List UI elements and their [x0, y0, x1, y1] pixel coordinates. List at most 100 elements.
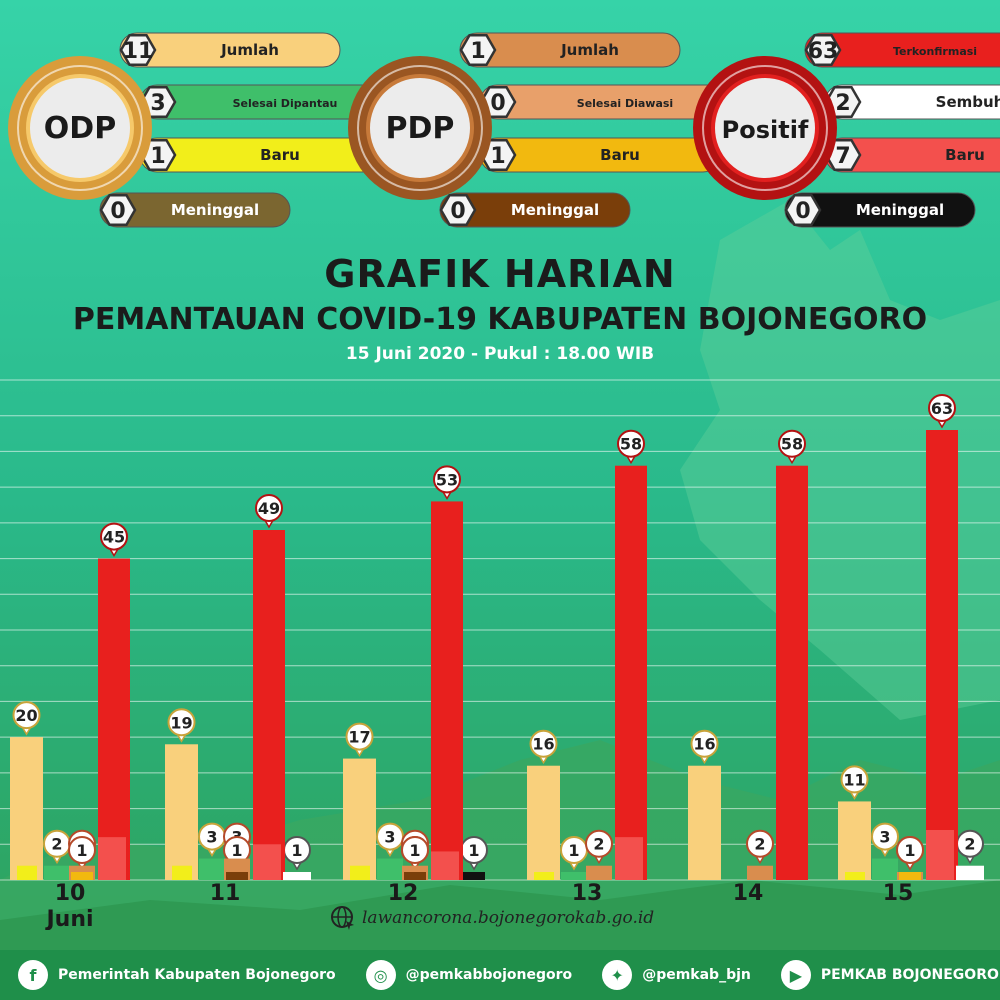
data-label: 63	[928, 394, 956, 429]
facebook-icon: f	[18, 960, 48, 990]
bar-pdp_jumlah	[586, 865, 612, 880]
bar-positif_baru	[431, 851, 459, 880]
stat-label: Jumlah	[560, 41, 619, 59]
svg-text:1: 1	[468, 841, 479, 860]
twitter-icon: ✦	[602, 960, 633, 990]
stat-label: Sembuh	[936, 93, 1000, 111]
data-label: 1	[68, 836, 96, 871]
data-label: 1	[896, 836, 924, 871]
svg-text:2: 2	[51, 835, 62, 854]
twitter-link[interactable]: ✦ @pemkab_bjn	[602, 960, 751, 990]
data-label: 3	[198, 822, 226, 858]
data-label: 58	[617, 429, 645, 465]
value-badge	[439, 194, 477, 226]
data-label: 2	[585, 829, 613, 865]
report-date: 15 Juni 2020 - Pukul : 18.00 WIB	[345, 344, 655, 364]
data-label: 58	[778, 429, 806, 465]
data-label: 11	[840, 765, 869, 800]
data-label: 3	[376, 822, 404, 858]
x-tick-label: 10	[55, 881, 86, 906]
svg-text:11: 11	[843, 770, 865, 789]
data-label: 16	[529, 729, 558, 765]
chart-title: GRAFIK HARIAN	[324, 252, 676, 296]
bar-odp_jumlah	[527, 765, 560, 880]
bar-positif_jumlah	[615, 465, 647, 880]
svg-text:63: 63	[931, 399, 953, 418]
youtube-link[interactable]: ▶ PEMKAB BOJONEGORO	[780, 960, 999, 990]
bar-odp_baru	[17, 865, 37, 880]
svg-text:1: 1	[568, 841, 579, 860]
bar-pdp_selesai	[404, 872, 426, 880]
stat-value: 0	[110, 199, 125, 224]
bar-positif_jumlah	[98, 558, 130, 880]
data-label: 1	[283, 836, 311, 871]
facebook-label: Pemerintah Kabupaten Bojonegoro	[58, 967, 336, 983]
svg-text:45: 45	[103, 528, 125, 547]
summary-pdp: 1 Jumlah 0 Selesai Diawasi 1 Baru 0 Meninggal PD…	[348, 32, 731, 228]
stat-label: Meninggal	[856, 201, 944, 219]
svg-text:3: 3	[384, 828, 395, 847]
bar-group-13: 13	[527, 465, 647, 906]
bar-odp_selesai	[872, 858, 898, 880]
stat-value: 0	[795, 199, 810, 224]
bar-odp_selesai	[561, 872, 587, 880]
svg-text:1: 1	[76, 841, 87, 860]
instagram-label: @pemkabbojonegoro	[405, 967, 573, 983]
data-label: 49	[255, 494, 283, 529]
bar-odp_baru	[350, 865, 370, 880]
svg-text:20: 20	[15, 706, 37, 725]
stat-value: 0	[450, 199, 465, 224]
daily-bar-chart: 2045222161949332151175332211411658121616…	[0, 379, 1000, 930]
bar-group-11: 11	[165, 530, 311, 906]
ring-center	[26, 74, 134, 182]
bar-positif_baru	[926, 830, 954, 880]
bar-odp_baru	[172, 865, 192, 880]
data-label: 16	[690, 729, 719, 765]
bar-positif_jumlah	[776, 465, 808, 880]
svg-text:1: 1	[904, 841, 915, 860]
website-link[interactable]: lawancorona.bojonegorokab.go.id	[330, 903, 654, 933]
bar-positif_meninggal	[463, 872, 485, 880]
svg-text:58: 58	[620, 435, 642, 454]
data-labels: 2045222161949332151175332211411658121616…	[12, 394, 984, 871]
data-label: 20	[12, 701, 41, 736]
bar-positif_baru	[615, 837, 643, 880]
bar-odp_jumlah	[10, 737, 43, 880]
bar-group-10: 10	[10, 558, 130, 906]
facebook-link[interactable]: f Pemerintah Kabupaten Bojonegoro	[18, 960, 336, 990]
bar-odp_selesai	[199, 858, 225, 880]
value-badge	[119, 34, 157, 66]
group-label: PDP	[386, 111, 455, 146]
instagram-link[interactable]: ◎ @pemkabbojonegoro	[365, 960, 573, 990]
summary-odp: 11 Jumlah 3 Selesai Dipantau 1 Baru 0 Meninggal…	[8, 32, 391, 228]
bar-positif_baru	[98, 837, 126, 880]
value-badge	[784, 194, 822, 226]
svg-text:1: 1	[291, 841, 302, 860]
bar-positif_jumlah	[253, 530, 285, 880]
data-label: 1	[460, 836, 488, 871]
bar-pdp_jumlah	[747, 865, 773, 880]
stat-label: Meninggal	[171, 201, 259, 219]
svg-text:17: 17	[348, 728, 370, 747]
svg-text:2: 2	[593, 835, 604, 854]
youtube-label: PEMKAB BOJONEGORO	[820, 967, 999, 983]
svg-text:3: 3	[879, 828, 890, 847]
data-label: 17	[345, 722, 374, 758]
stat-value: 1	[490, 144, 505, 169]
data-label: 45	[100, 522, 128, 558]
group-label: ODP	[44, 111, 116, 146]
svg-text:19: 19	[170, 713, 192, 732]
x-tick-label: 13	[572, 881, 603, 906]
bar-group-14: 14	[688, 465, 808, 906]
svg-text:1: 1	[409, 841, 420, 860]
data-label: 1	[560, 836, 588, 871]
bar-positif_jumlah	[431, 501, 463, 880]
stat-label: Baru	[600, 146, 640, 164]
bar-odp_jumlah	[838, 801, 871, 880]
stat-value: 63	[808, 39, 839, 64]
stat-value: 1	[150, 144, 165, 169]
x-tick-label: 11	[210, 881, 241, 906]
stat-value: 3	[150, 91, 165, 116]
bar-odp_selesai	[377, 858, 403, 880]
svg-text:16: 16	[532, 735, 554, 754]
